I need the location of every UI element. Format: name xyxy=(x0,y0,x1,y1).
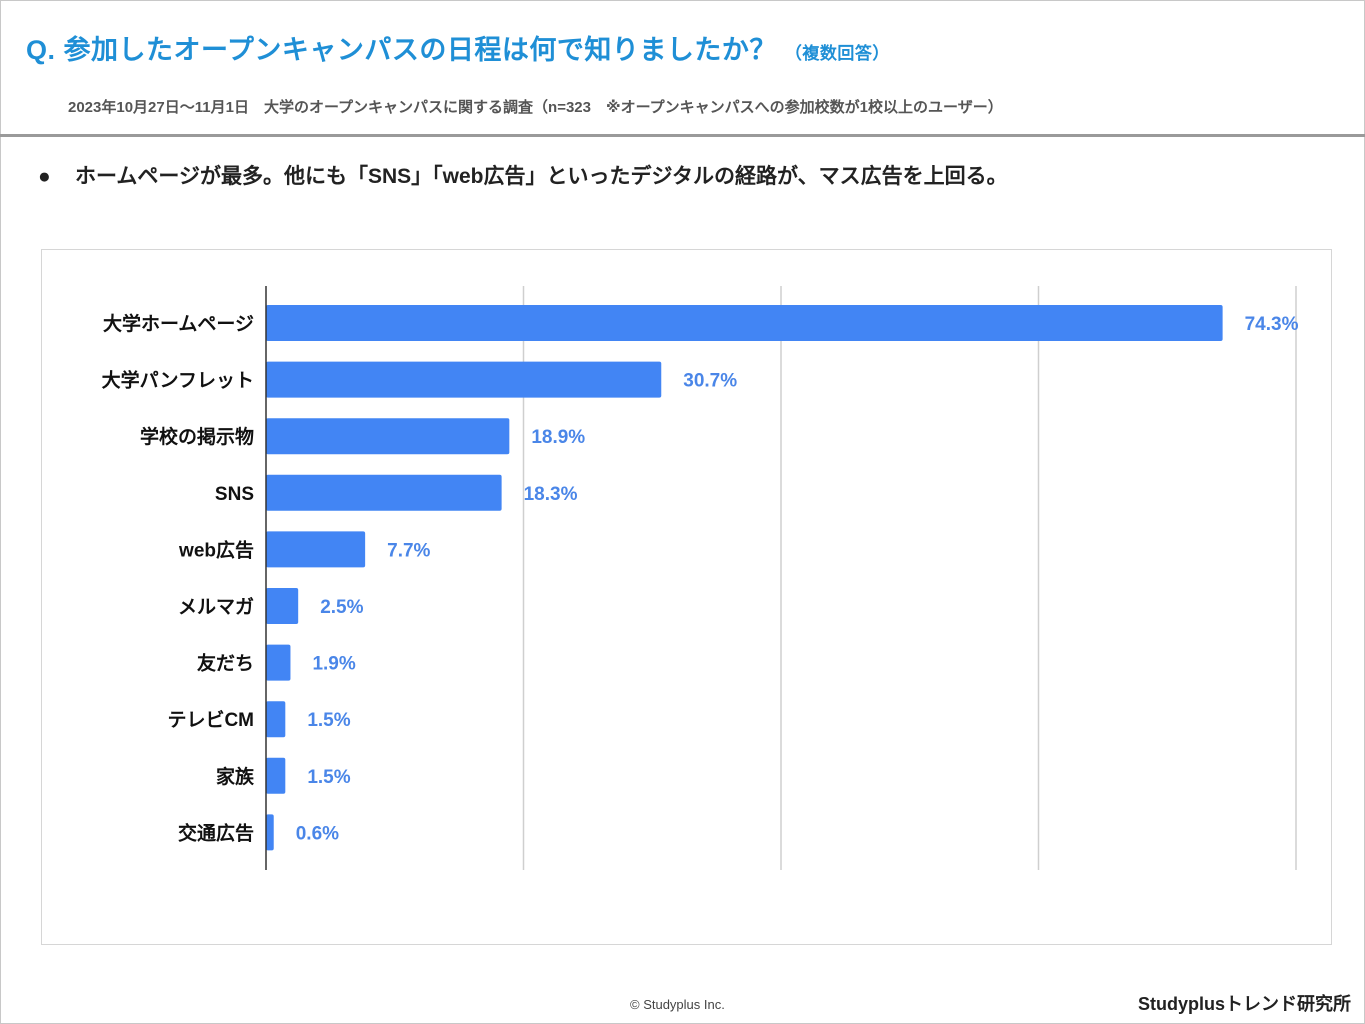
value-label-6: 1.9% xyxy=(312,654,355,675)
category-label-3: SNS xyxy=(215,484,254,505)
value-label-8: 1.5% xyxy=(307,767,350,788)
category-label-7: テレビCM xyxy=(167,709,254,731)
category-label-9: 交通広告 xyxy=(178,821,254,844)
bar-2 xyxy=(266,418,510,455)
value-label-2: 18.9% xyxy=(531,427,585,448)
category-label-5: メルマガ xyxy=(178,596,254,618)
category-label-1: 大学パンフレット xyxy=(102,369,254,392)
value-label-0: 74.3% xyxy=(1245,314,1299,335)
bullet-icon: ● xyxy=(38,165,51,188)
value-label-1: 30.7% xyxy=(683,371,737,392)
brand-logo: Studyplusトレンド研究所 xyxy=(1137,994,1351,1014)
value-label-7: 1.5% xyxy=(307,710,350,731)
category-label-0: 大学ホームページ xyxy=(103,312,254,335)
headline: ● ホームページが最多。他にも「SNS」「web広告」といったデジタルの経路が、マ… xyxy=(38,160,1008,190)
bar-6 xyxy=(266,644,291,681)
bar-1 xyxy=(266,361,662,398)
header-divider xyxy=(0,134,1365,137)
copyright: © Studyplus Inc. xyxy=(630,997,725,1012)
survey-info: 2023年10月27日～11月1日 大学のオープンキャンパスに関する調査（n=3… xyxy=(68,99,1003,116)
category-label-4: web広告 xyxy=(178,538,254,561)
bar-5 xyxy=(266,588,299,624)
value-label-4: 7.7% xyxy=(387,540,430,561)
value-label-9: 0.6% xyxy=(296,823,339,844)
chart-panel: 大学ホームページ 74.3% 大学パンフレット 30.7% 学校の掲示物 18.9% SNS… xyxy=(41,249,1332,945)
bar-8 xyxy=(266,757,286,794)
category-label-6: 友だち xyxy=(197,652,254,675)
bar-chart: 大学ホームページ 74.3% 大学パンフレット 30.7% 学校の掲示物 18.9% SNS… xyxy=(102,286,1299,870)
value-label-3: 18.3% xyxy=(524,484,578,505)
question-note: （複数回答） xyxy=(784,44,890,63)
question-text: Q. 参加したオープンキャンパスの日程は何で知りましたか？ xyxy=(26,35,777,65)
page-title: Q. 参加したオープンキャンパスの日程は何で知りましたか？ （複数回答） xyxy=(26,28,890,67)
headline-text: ホームページが最多。他にも「SNS」「web広告」といったデジタルの経路が、マス… xyxy=(75,165,1008,188)
bar-4 xyxy=(266,531,366,568)
bar-7 xyxy=(266,701,286,738)
bar-0 xyxy=(266,305,1223,341)
bar-3 xyxy=(266,474,502,511)
category-label-8: 家族 xyxy=(216,765,255,788)
bar-9 xyxy=(266,814,274,851)
category-label-2: 学校の掲示物 xyxy=(140,425,254,448)
value-label-5: 2.5% xyxy=(320,597,363,618)
